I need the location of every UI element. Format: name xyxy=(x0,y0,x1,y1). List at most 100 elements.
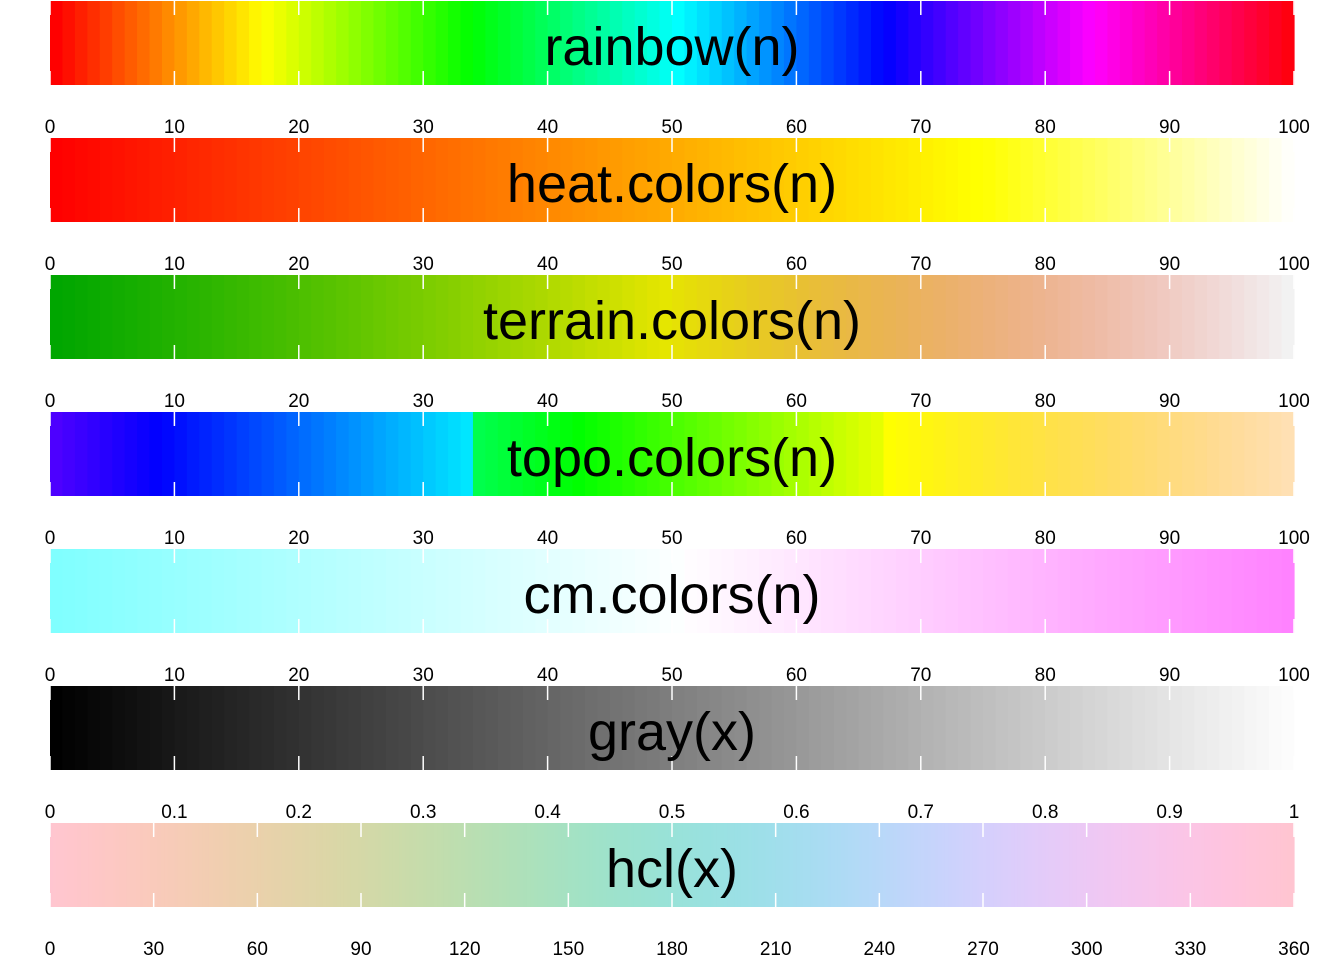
terrain-colors-color-cell xyxy=(1132,275,1146,359)
rainbow-color-cell xyxy=(149,1,163,85)
hcl-color-cell xyxy=(1155,823,1160,907)
cm-colors-color-cell xyxy=(311,549,325,633)
cm-colors-color-cell xyxy=(535,549,549,633)
cm-colors-color-cell xyxy=(547,549,561,633)
hcl-color-cell xyxy=(703,823,708,907)
hcl-color-cell xyxy=(488,823,493,907)
hcl-color-cell xyxy=(405,823,410,907)
gray-tick-label: 0.1 xyxy=(161,802,187,823)
hcl-color-cell xyxy=(858,823,863,907)
cm-colors-color-cell xyxy=(833,549,847,633)
hcl-color-cell xyxy=(827,823,832,907)
hcl-color-cell xyxy=(364,823,369,907)
hcl-color-cell xyxy=(1107,823,1112,907)
heat-colors-color-cell xyxy=(1070,138,1084,222)
gray-tick-label: 0.9 xyxy=(1156,802,1182,823)
heat-colors-color-cell xyxy=(647,138,661,222)
rainbow-color-cell xyxy=(833,1,847,85)
cm-colors-color-cell xyxy=(1206,549,1220,633)
hcl-color-cell xyxy=(246,823,252,907)
gray-color-cell xyxy=(50,686,64,770)
hcl-color-cell xyxy=(1287,823,1292,907)
cm-colors-color-cell xyxy=(858,549,872,633)
rainbow-tick-label: 50 xyxy=(661,117,682,138)
rainbow-color-cell xyxy=(622,1,636,85)
hcl-color-cell xyxy=(1224,823,1229,907)
terrain-colors-color-cell xyxy=(186,275,200,359)
heat-colors-color-cell xyxy=(933,138,947,222)
hcl-color-cell xyxy=(716,823,721,907)
rainbow-color-cell xyxy=(249,1,263,85)
hcl-color-cell xyxy=(84,823,89,907)
hcl-color-cell xyxy=(944,823,950,907)
hcl-color-cell xyxy=(174,823,179,907)
hcl-color-cell xyxy=(972,823,977,907)
hcl-color-cell xyxy=(689,823,694,907)
hcl-color-cell xyxy=(613,823,618,907)
cm-colors-color-cell xyxy=(124,549,138,633)
hcl-color-cell xyxy=(354,823,359,907)
cm-colors-tick-label: 0 xyxy=(45,665,56,686)
gray-color-cell xyxy=(846,686,860,770)
gray-tick-label: 0.2 xyxy=(286,802,312,823)
heat-colors-color-cell xyxy=(858,138,872,222)
hcl-color-cell xyxy=(602,823,607,907)
hcl-color-cell xyxy=(271,823,276,907)
terrain-colors-color-cell xyxy=(236,275,250,359)
heat-colors-tick-label: 80 xyxy=(1035,254,1056,275)
hcl-color-cell xyxy=(1065,823,1070,907)
hcl-color-cell xyxy=(789,823,794,907)
topo-colors-color-cell xyxy=(336,412,350,496)
heat-colors-tick-label: 60 xyxy=(786,254,807,275)
cm-colors-color-cell xyxy=(560,549,574,633)
hcl-color-cell xyxy=(678,823,683,907)
hcl-color-cell xyxy=(1169,823,1174,907)
hcl-color-cell xyxy=(882,823,887,907)
cm-colors-color-cell xyxy=(249,549,263,633)
cm-colors-color-cell xyxy=(112,549,126,633)
cm-colors-color-cell xyxy=(659,549,673,633)
hcl-tick-label: 0 xyxy=(45,939,56,960)
topo-colors-color-cell xyxy=(1182,412,1196,496)
hcl-color-cell xyxy=(274,823,279,907)
hcl-color-cell xyxy=(412,823,417,907)
terrain-colors-color-cell xyxy=(224,275,238,359)
hcl-color-cell xyxy=(1273,823,1278,907)
gray-color-cell xyxy=(249,686,263,770)
hcl-color-cell xyxy=(475,823,480,907)
hcl-color-cell xyxy=(1041,823,1046,907)
hcl-color-cell xyxy=(56,823,61,907)
hcl-color-cell xyxy=(437,823,442,907)
topo-colors-color-cell xyxy=(684,412,698,496)
hcl-color-cell xyxy=(699,823,704,907)
terrain-colors-color-cell xyxy=(62,275,76,359)
hcl-color-cell xyxy=(616,823,621,907)
gray-color-cell xyxy=(995,686,1009,770)
terrain-colors-color-cell xyxy=(783,275,797,359)
heat-colors-color-cell xyxy=(709,138,723,222)
heat-colors-color-cell xyxy=(385,138,399,222)
hcl-color-cell xyxy=(983,823,988,907)
cm-colors-color-cell xyxy=(472,549,486,633)
cm-colors-color-cell xyxy=(771,549,785,633)
gray-color-cell xyxy=(983,686,997,770)
terrain-colors-color-cell xyxy=(261,275,275,359)
rainbow-color-cell xyxy=(995,1,1009,85)
topo-colors-color-cell xyxy=(871,412,885,496)
rainbow-color-cell xyxy=(1107,1,1121,85)
hcl-tick-label: 270 xyxy=(967,939,999,960)
hcl-color-cell xyxy=(903,823,908,907)
gray-color-cell xyxy=(1144,686,1158,770)
rainbow-color-cell xyxy=(734,1,748,85)
cm-colors-tick-label: 20 xyxy=(288,665,309,686)
hcl-color-cell xyxy=(409,823,414,907)
topo-colors-color-cell xyxy=(1281,412,1295,496)
hcl-color-cell xyxy=(1179,823,1185,907)
cm-colors-color-cell xyxy=(1107,549,1121,633)
rainbow-color-cell xyxy=(547,1,561,85)
hcl-color-cell xyxy=(468,823,473,907)
topo-colors-color-cell xyxy=(1107,412,1121,496)
gray-color-cell xyxy=(1119,686,1133,770)
topo-colors-color-cell xyxy=(908,412,922,496)
hcl-color-cell xyxy=(70,823,75,907)
